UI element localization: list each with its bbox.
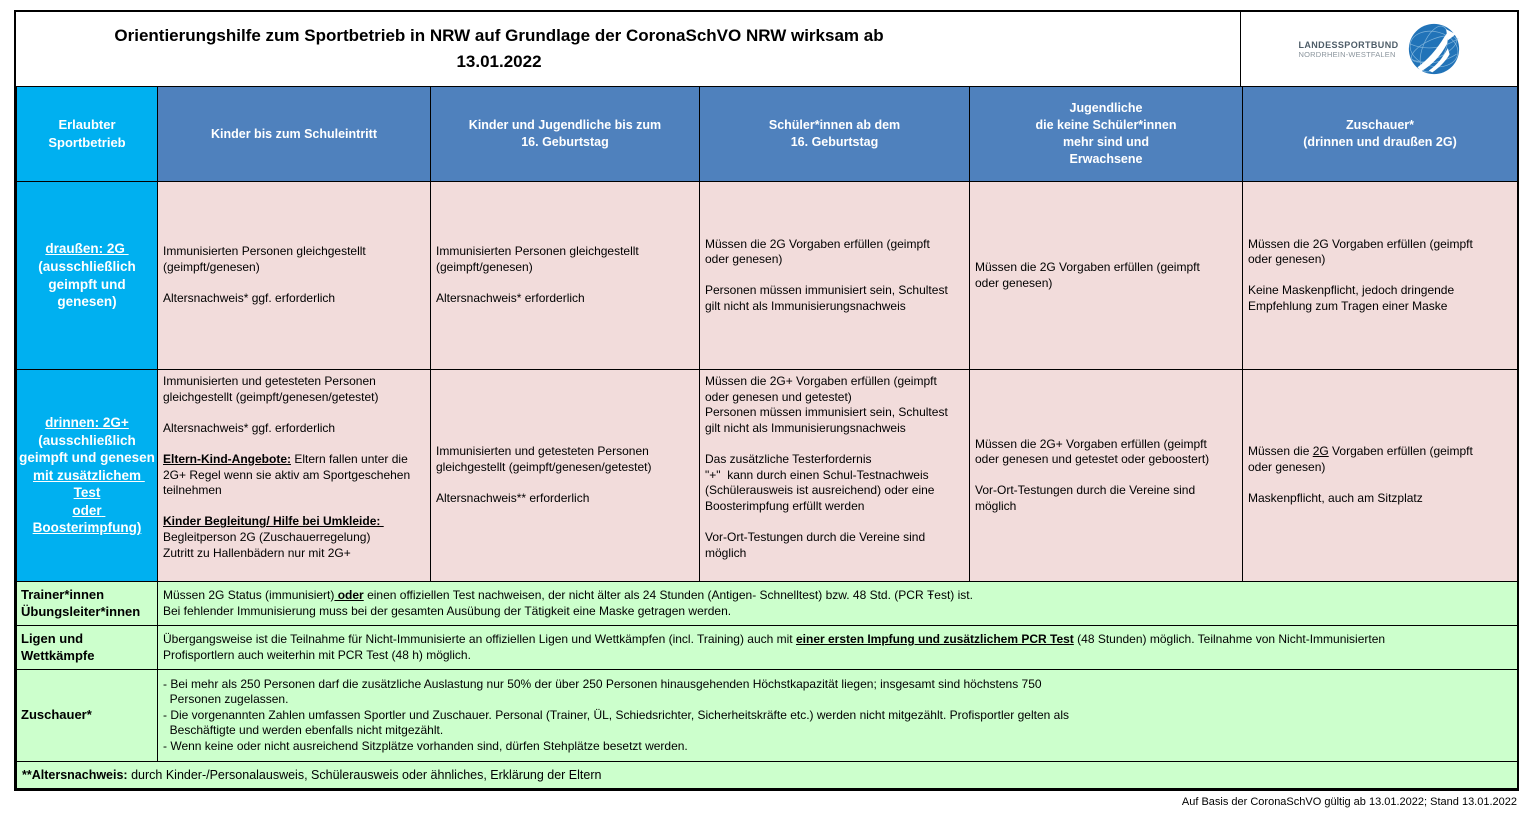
cell-outdoor-kinder-schuleintritt: Immunisierten Personen gleichgestellt (g… [157,181,431,370]
logo-text: LANDESSPORTBUND NORDRHEIN-WESTFALEN [1298,40,1398,59]
cell-indoor-erwachsene: Müssen die 2G+ Vorgaben erfüllen (geimpf… [969,369,1243,582]
row-header-drinnen-2gplus: drinnen: 2G+ (ausschließlich geimpft und… [16,369,158,582]
cell-ligen-content: Übergangsweise ist die Teilnahme für Nic… [157,625,1518,670]
basis-note: Auf Basis der CoronaSchVO gültig ab 13.0… [1181,796,1517,808]
row-header-draussen-2g: draußen: 2G (ausschließlich geimpft und … [16,181,158,370]
cell-outdoor-zuschauer: Müssen die 2G Vorgaben erfüllen (geimpft… [1242,181,1518,370]
header-band: Orientierungshilfe zum Sportbetrieb in N… [16,12,1517,86]
landessportbund-logo: LANDESSPORTBUND NORDRHEIN-WESTFALEN [1240,12,1517,86]
header-row: Erlaubter Sportbetrieb Kinder bis zum Sc… [16,86,1518,182]
band-spacer [982,12,1240,86]
logo-text-line1: LANDESSPORTBUND [1298,39,1399,50]
row-outdoor-2g: draußen: 2G (ausschließlich geimpft und … [16,181,1518,370]
lsb-globe-icon [1408,23,1459,75]
row-header-ligen-wettkaempfe: Ligen und Wettkämpfe [16,625,158,670]
cell-indoor-kinder-schuleintritt: Immunisierten und getesteten Personen gl… [157,369,431,582]
cell-indoor-kinder-jugendliche-16: Immunisierten und getesteten Personen gl… [430,369,700,582]
age-proof-footnote: **Altersnachweis: durch Kinder-/Personal… [16,761,1518,789]
row-indoor-2gplus: drinnen: 2G+ (ausschließlich geimpft und… [16,369,1518,582]
row-trainer: Trainer*innen Übungsleiter*innen Müssen … [16,581,1518,626]
cell-indoor-zuschauer: Müssen die 2G Vorgaben erfüllen (geimpft… [1242,369,1518,582]
page-title: Orientierungshilfe zum Sportbetrieb in N… [114,25,884,71]
cell-trainer-content: Müssen 2G Status (immunisiert) oder eine… [157,581,1518,626]
title-cell: Orientierungshilfe zum Sportbetrieb in N… [16,12,982,86]
row-header-zuschauer: Zuschauer* [16,669,158,762]
cell-outdoor-schueler-ab-16: Müssen die 2G Vorgaben erfüllen (geimpft… [699,181,970,370]
logo-text-line2: NORDRHEIN-WESTFALEN [1298,49,1396,59]
cell-indoor-schueler-ab-16: Müssen die 2G+ Vorgaben erfüllen (geimpf… [699,369,970,582]
column-header-kinder-jugendliche-16: Kinder und Jugendliche bis zum 16. Gebur… [430,86,700,182]
sheet: Orientierungshilfe zum Sportbetrieb in N… [14,10,1519,791]
row-header-trainer-uebungsleiter: Trainer*innen Übungsleiter*innen [16,581,158,626]
rules-table: Erlaubter Sportbetrieb Kinder bis zum Sc… [16,86,1518,789]
row-footnote: **Altersnachweis: durch Kinder-/Personal… [16,761,1518,789]
column-header-zuschauer: Zuschauer* (drinnen und draußen 2G) [1242,86,1518,182]
row-zuschauer: Zuschauer* - Bei mehr als 250 Personen d… [16,669,1518,762]
cell-outdoor-kinder-jugendliche-16: Immunisierten Personen gleichgestellt (g… [430,181,700,370]
cell-outdoor-erwachsene: Müssen die 2G Vorgaben erfüllen (geimpft… [969,181,1243,370]
column-header-kinder-schuleintritt: Kinder bis zum Schuleintritt [157,86,431,182]
column-header-schueler-ab-16: Schüler*innen ab dem 16. Geburtstag [699,86,970,182]
column-header-erlaubter-sportbetrieb: Erlaubter Sportbetrieb [16,86,158,182]
column-header-erwachsene: Jugendliche die keine Schüler*innen mehr… [969,86,1243,182]
row-ligen-wettkaempfe: Ligen und Wettkämpfe Übergangsweise ist … [16,625,1518,670]
cell-zuschauer-content: - Bei mehr als 250 Personen darf die zus… [157,669,1518,762]
